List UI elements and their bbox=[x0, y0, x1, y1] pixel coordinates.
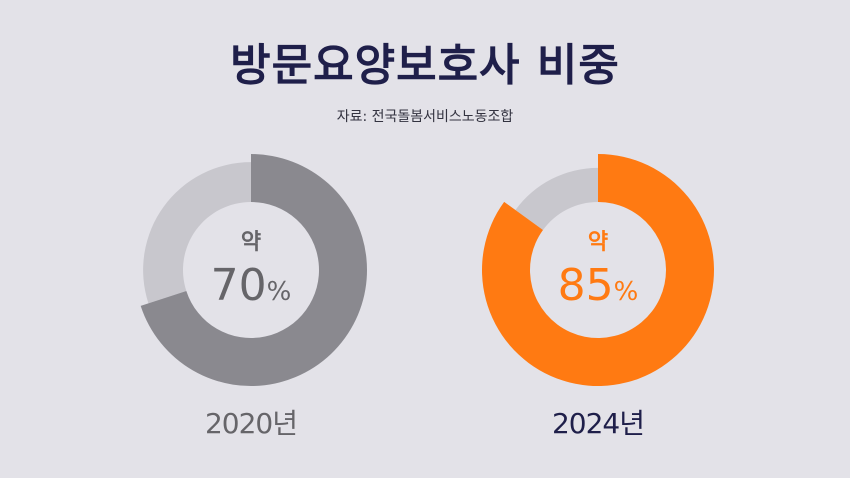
donut-svg-2020 bbox=[140, 154, 368, 386]
year-label-2020: 2020년 bbox=[204, 407, 298, 440]
donut-svg-2024 bbox=[481, 154, 714, 386]
donut-value-slice-2020 bbox=[140, 154, 368, 386]
year-label-2024: 2024년 bbox=[551, 407, 645, 440]
page-title: 방문요양보호사 비중 bbox=[230, 40, 620, 91]
center-prefix-2020: 약 bbox=[240, 230, 262, 255]
donut-remainder-slice-2024 bbox=[515, 167, 598, 231]
donut-remainder-slice-2020 bbox=[143, 162, 251, 304]
source-caption: 자료: 전국돌봄서비스노동조합 bbox=[336, 109, 514, 125]
center-prefix-2024: 약 bbox=[587, 230, 609, 255]
center-unit-2020: % bbox=[266, 277, 292, 307]
center-number-2020: 70 bbox=[210, 260, 267, 311]
center-number-2024: 85 bbox=[557, 260, 614, 311]
center-value-2020: 70% bbox=[131, 260, 371, 321]
center-value-2024: 85% bbox=[478, 260, 718, 321]
center-unit-2024: % bbox=[613, 277, 639, 307]
donut-chart-2024: 약 85% bbox=[478, 150, 718, 390]
donut-value-slice-2024 bbox=[481, 154, 714, 386]
donut-chart-2020: 약 70% bbox=[131, 150, 371, 390]
